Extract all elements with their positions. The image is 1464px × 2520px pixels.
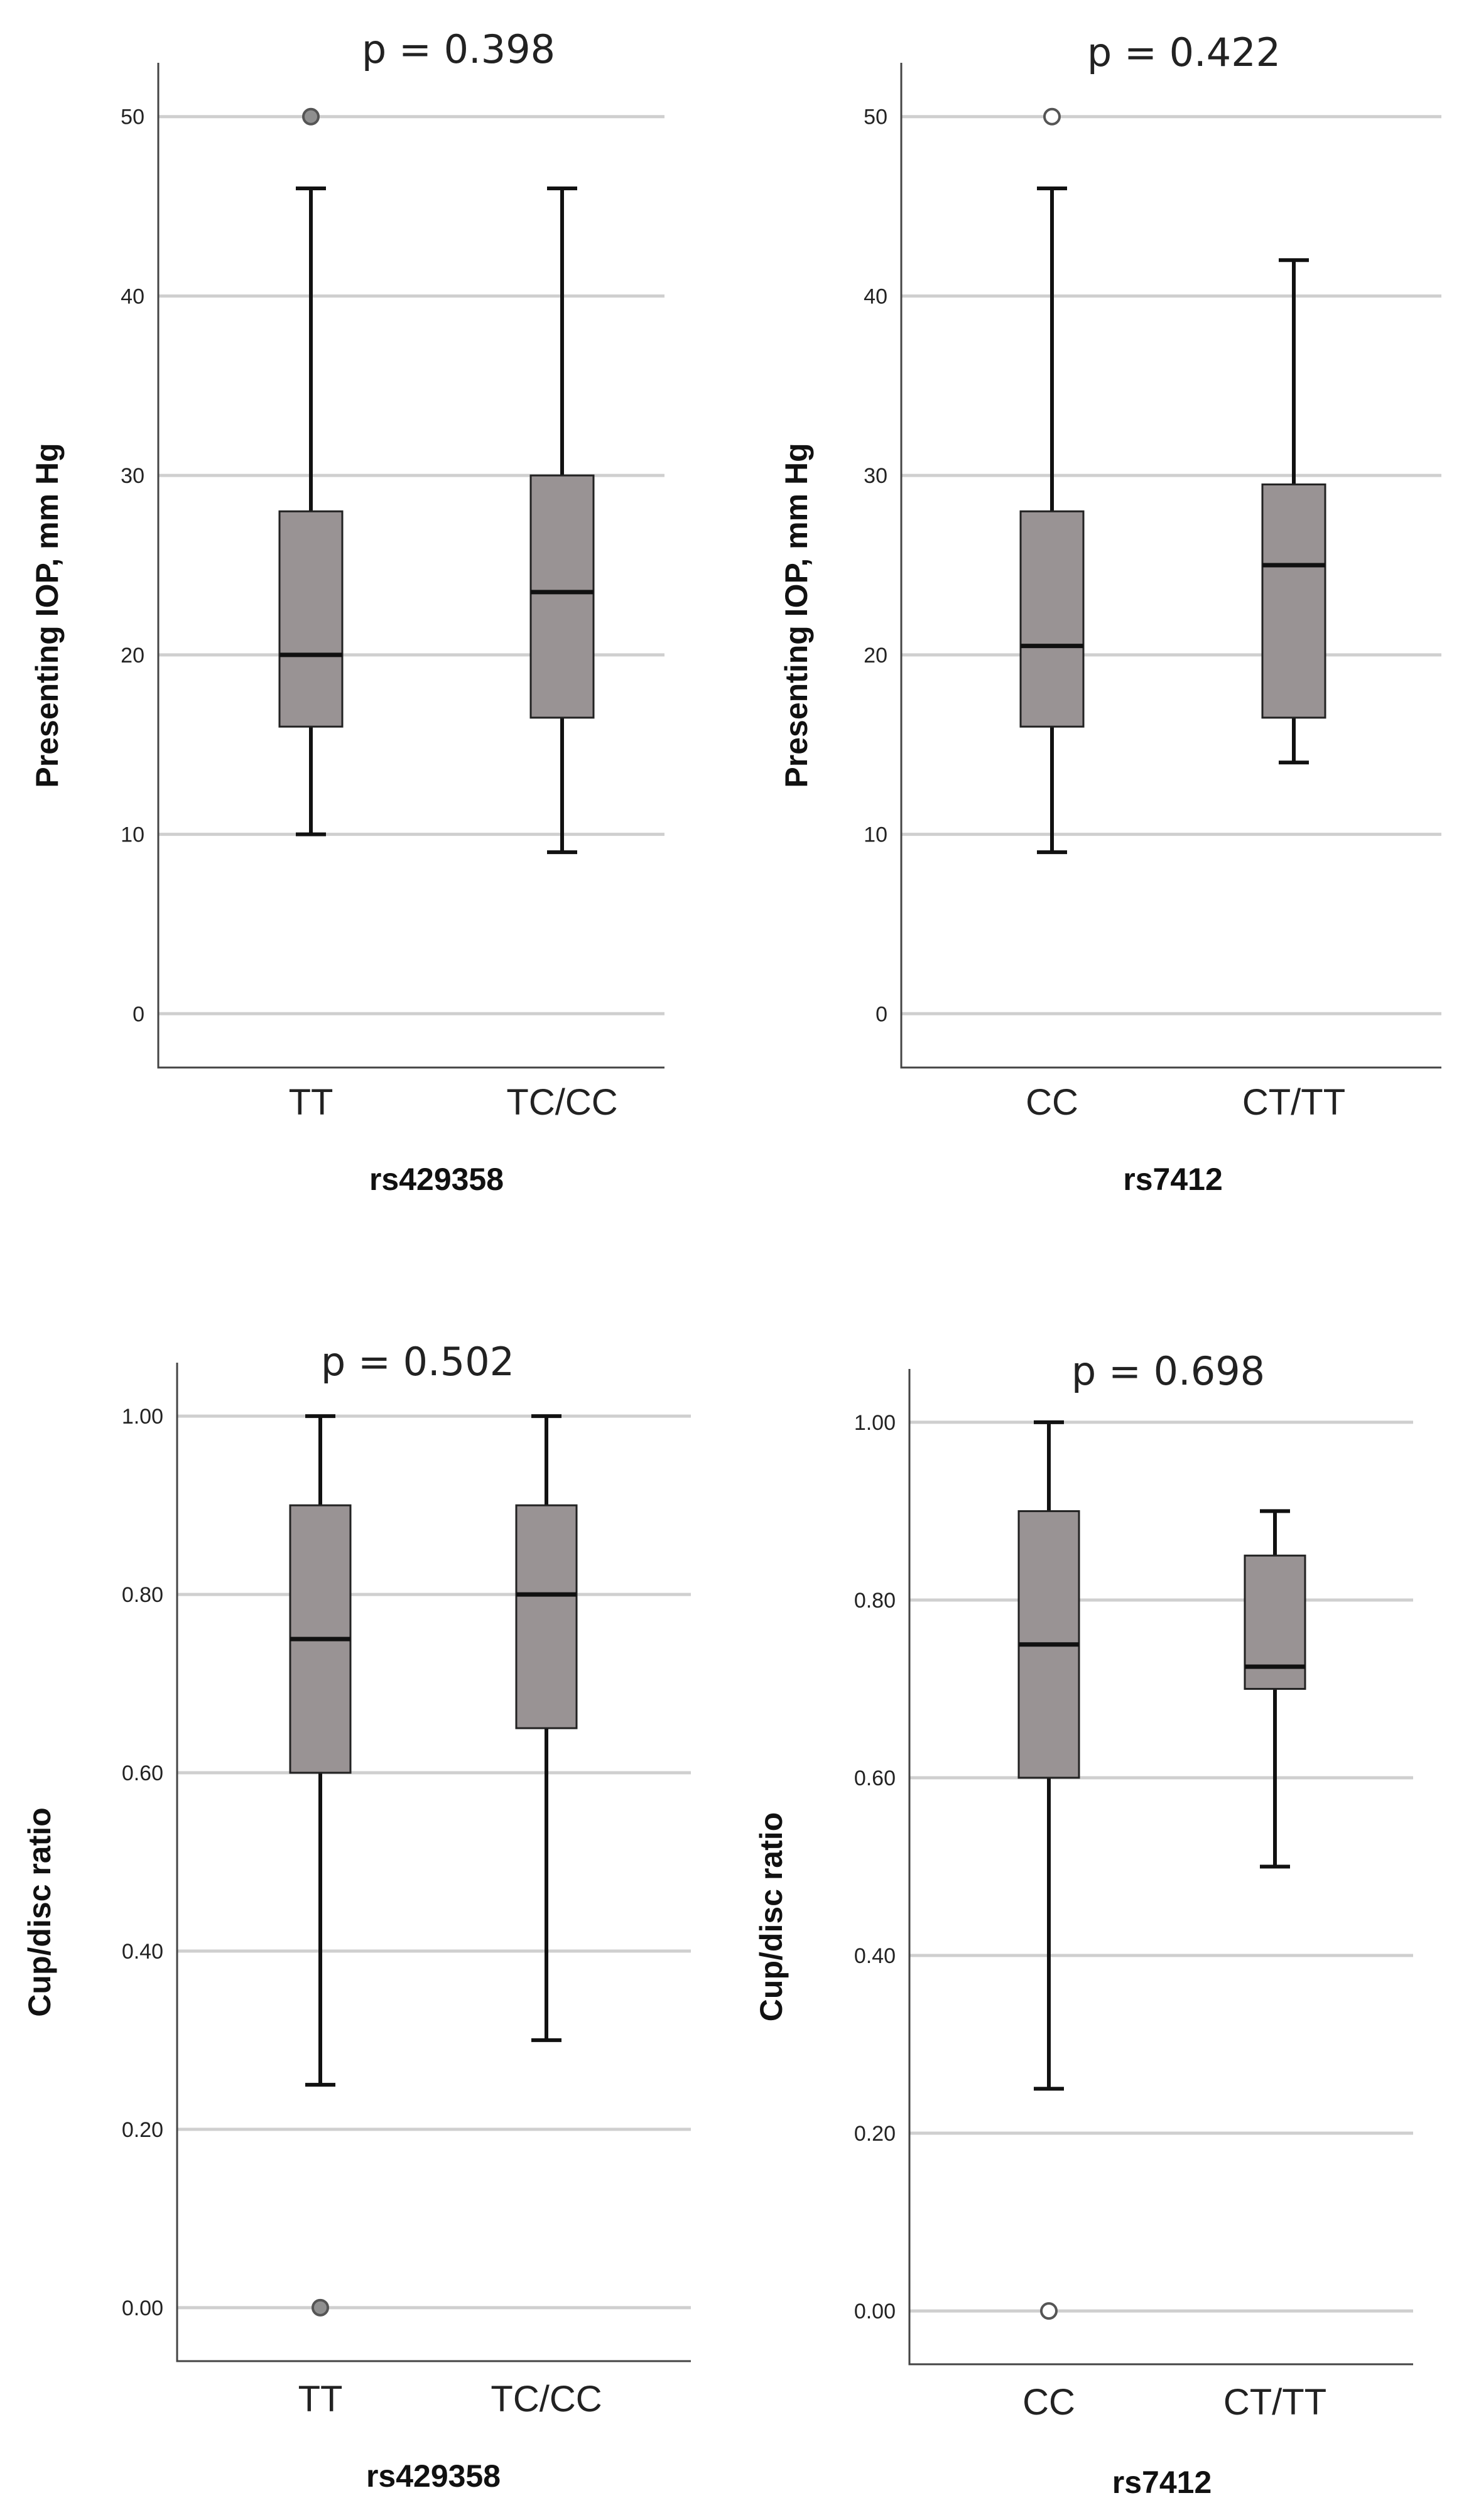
p1-y-axis-label: Presenting IOP, mm Hg bbox=[30, 443, 65, 787]
p1-title: p = 0.398 bbox=[362, 26, 555, 72]
p1-category-label-1: TT bbox=[289, 1082, 333, 1123]
p2-title: p = 0.422 bbox=[1087, 30, 1281, 75]
p1-y-tick-label-5: 50 bbox=[121, 105, 144, 129]
p3-title: p = 0.502 bbox=[321, 1339, 514, 1385]
p2-category-label-2: CT/TT bbox=[1242, 1082, 1345, 1123]
p3-y-tick-label-3: 0.60 bbox=[122, 1761, 163, 1785]
p2-axes bbox=[900, 63, 1441, 1069]
p2-box1-outlier-0 bbox=[1043, 107, 1061, 126]
p3-category-label-2: TC/CC bbox=[491, 2379, 602, 2420]
p1-y-tick-label-1: 10 bbox=[121, 823, 144, 847]
p3-box2-iqr bbox=[515, 1504, 578, 1729]
p2-y-tick-label-0: 0 bbox=[876, 1002, 887, 1026]
p1-y-tick-label-2: 20 bbox=[121, 644, 144, 668]
p4-y-tick-label-3: 0.60 bbox=[854, 1766, 896, 1790]
p2-y-tick-label-1: 10 bbox=[864, 823, 887, 847]
p4-y-tick-label-0: 0.00 bbox=[854, 2300, 896, 2323]
p4-y-tick-label-1: 0.20 bbox=[854, 2122, 896, 2146]
p3-category-label-1: TT bbox=[298, 2379, 343, 2420]
p2-box1-iqr bbox=[1019, 510, 1085, 728]
p3-box1-outlier-0 bbox=[312, 2298, 329, 2317]
p1-y-tick-label-4: 40 bbox=[121, 284, 144, 308]
p2-y-axis-label: Presenting IOP, mm Hg bbox=[779, 443, 814, 787]
p2-category-label-1: CC bbox=[1026, 1082, 1078, 1123]
p1-category-label-2: TC/CC bbox=[506, 1082, 617, 1123]
p2-y-tick-label-3: 30 bbox=[864, 464, 887, 488]
p3-axes bbox=[176, 1363, 691, 2362]
p4-y-axis-label: Cup/disc ratio bbox=[754, 1812, 789, 2021]
p1-box1-outlier-0 bbox=[302, 107, 320, 126]
p3-y-tick-label-4: 0.80 bbox=[122, 1583, 163, 1607]
p4-x-axis-label: rs7412 bbox=[1112, 2465, 1212, 2500]
p4-y-tick-label-2: 0.40 bbox=[854, 1944, 896, 1968]
p4-title: p = 0.698 bbox=[1071, 1348, 1265, 1394]
p4-y-tick-label-4: 0.80 bbox=[854, 1589, 896, 1613]
p1-y-tick-label-0: 0 bbox=[133, 1002, 144, 1026]
p2-x-axis-label: rs7412 bbox=[1123, 1162, 1223, 1197]
p4-y-tick-label-5: 1.00 bbox=[854, 1411, 896, 1435]
p3-y-tick-label-0: 0.00 bbox=[122, 2296, 163, 2320]
p1-x-axis-label: rs429358 bbox=[369, 1162, 504, 1197]
p4-box1-outlier-0 bbox=[1040, 2302, 1058, 2320]
p1-box2-iqr bbox=[529, 474, 595, 719]
p1-y-tick-label-3: 30 bbox=[121, 464, 144, 488]
p4-axes bbox=[908, 1369, 1413, 2366]
p4-category-label-1: CC bbox=[1022, 2382, 1075, 2423]
p4-box2-iqr bbox=[1244, 1554, 1306, 1690]
p1-axes bbox=[157, 63, 664, 1069]
p1-box1-iqr bbox=[278, 510, 344, 728]
p3-y-tick-label-5: 1.00 bbox=[122, 1405, 163, 1429]
p3-x-axis-label: rs429358 bbox=[366, 2458, 501, 2494]
p4-category-label-2: CT/TT bbox=[1223, 2382, 1326, 2423]
p2-y-tick-label-5: 50 bbox=[864, 105, 887, 129]
p3-y-tick-label-2: 0.40 bbox=[122, 1940, 163, 1964]
p2-y-tick-label-4: 40 bbox=[864, 284, 887, 308]
p2-y-tick-label-2: 20 bbox=[864, 644, 887, 668]
p3-y-axis-label: Cup/disc ratio bbox=[22, 1807, 57, 2016]
p2-box2-iqr bbox=[1261, 483, 1326, 719]
p3-y-tick-label-1: 0.20 bbox=[122, 2118, 163, 2142]
